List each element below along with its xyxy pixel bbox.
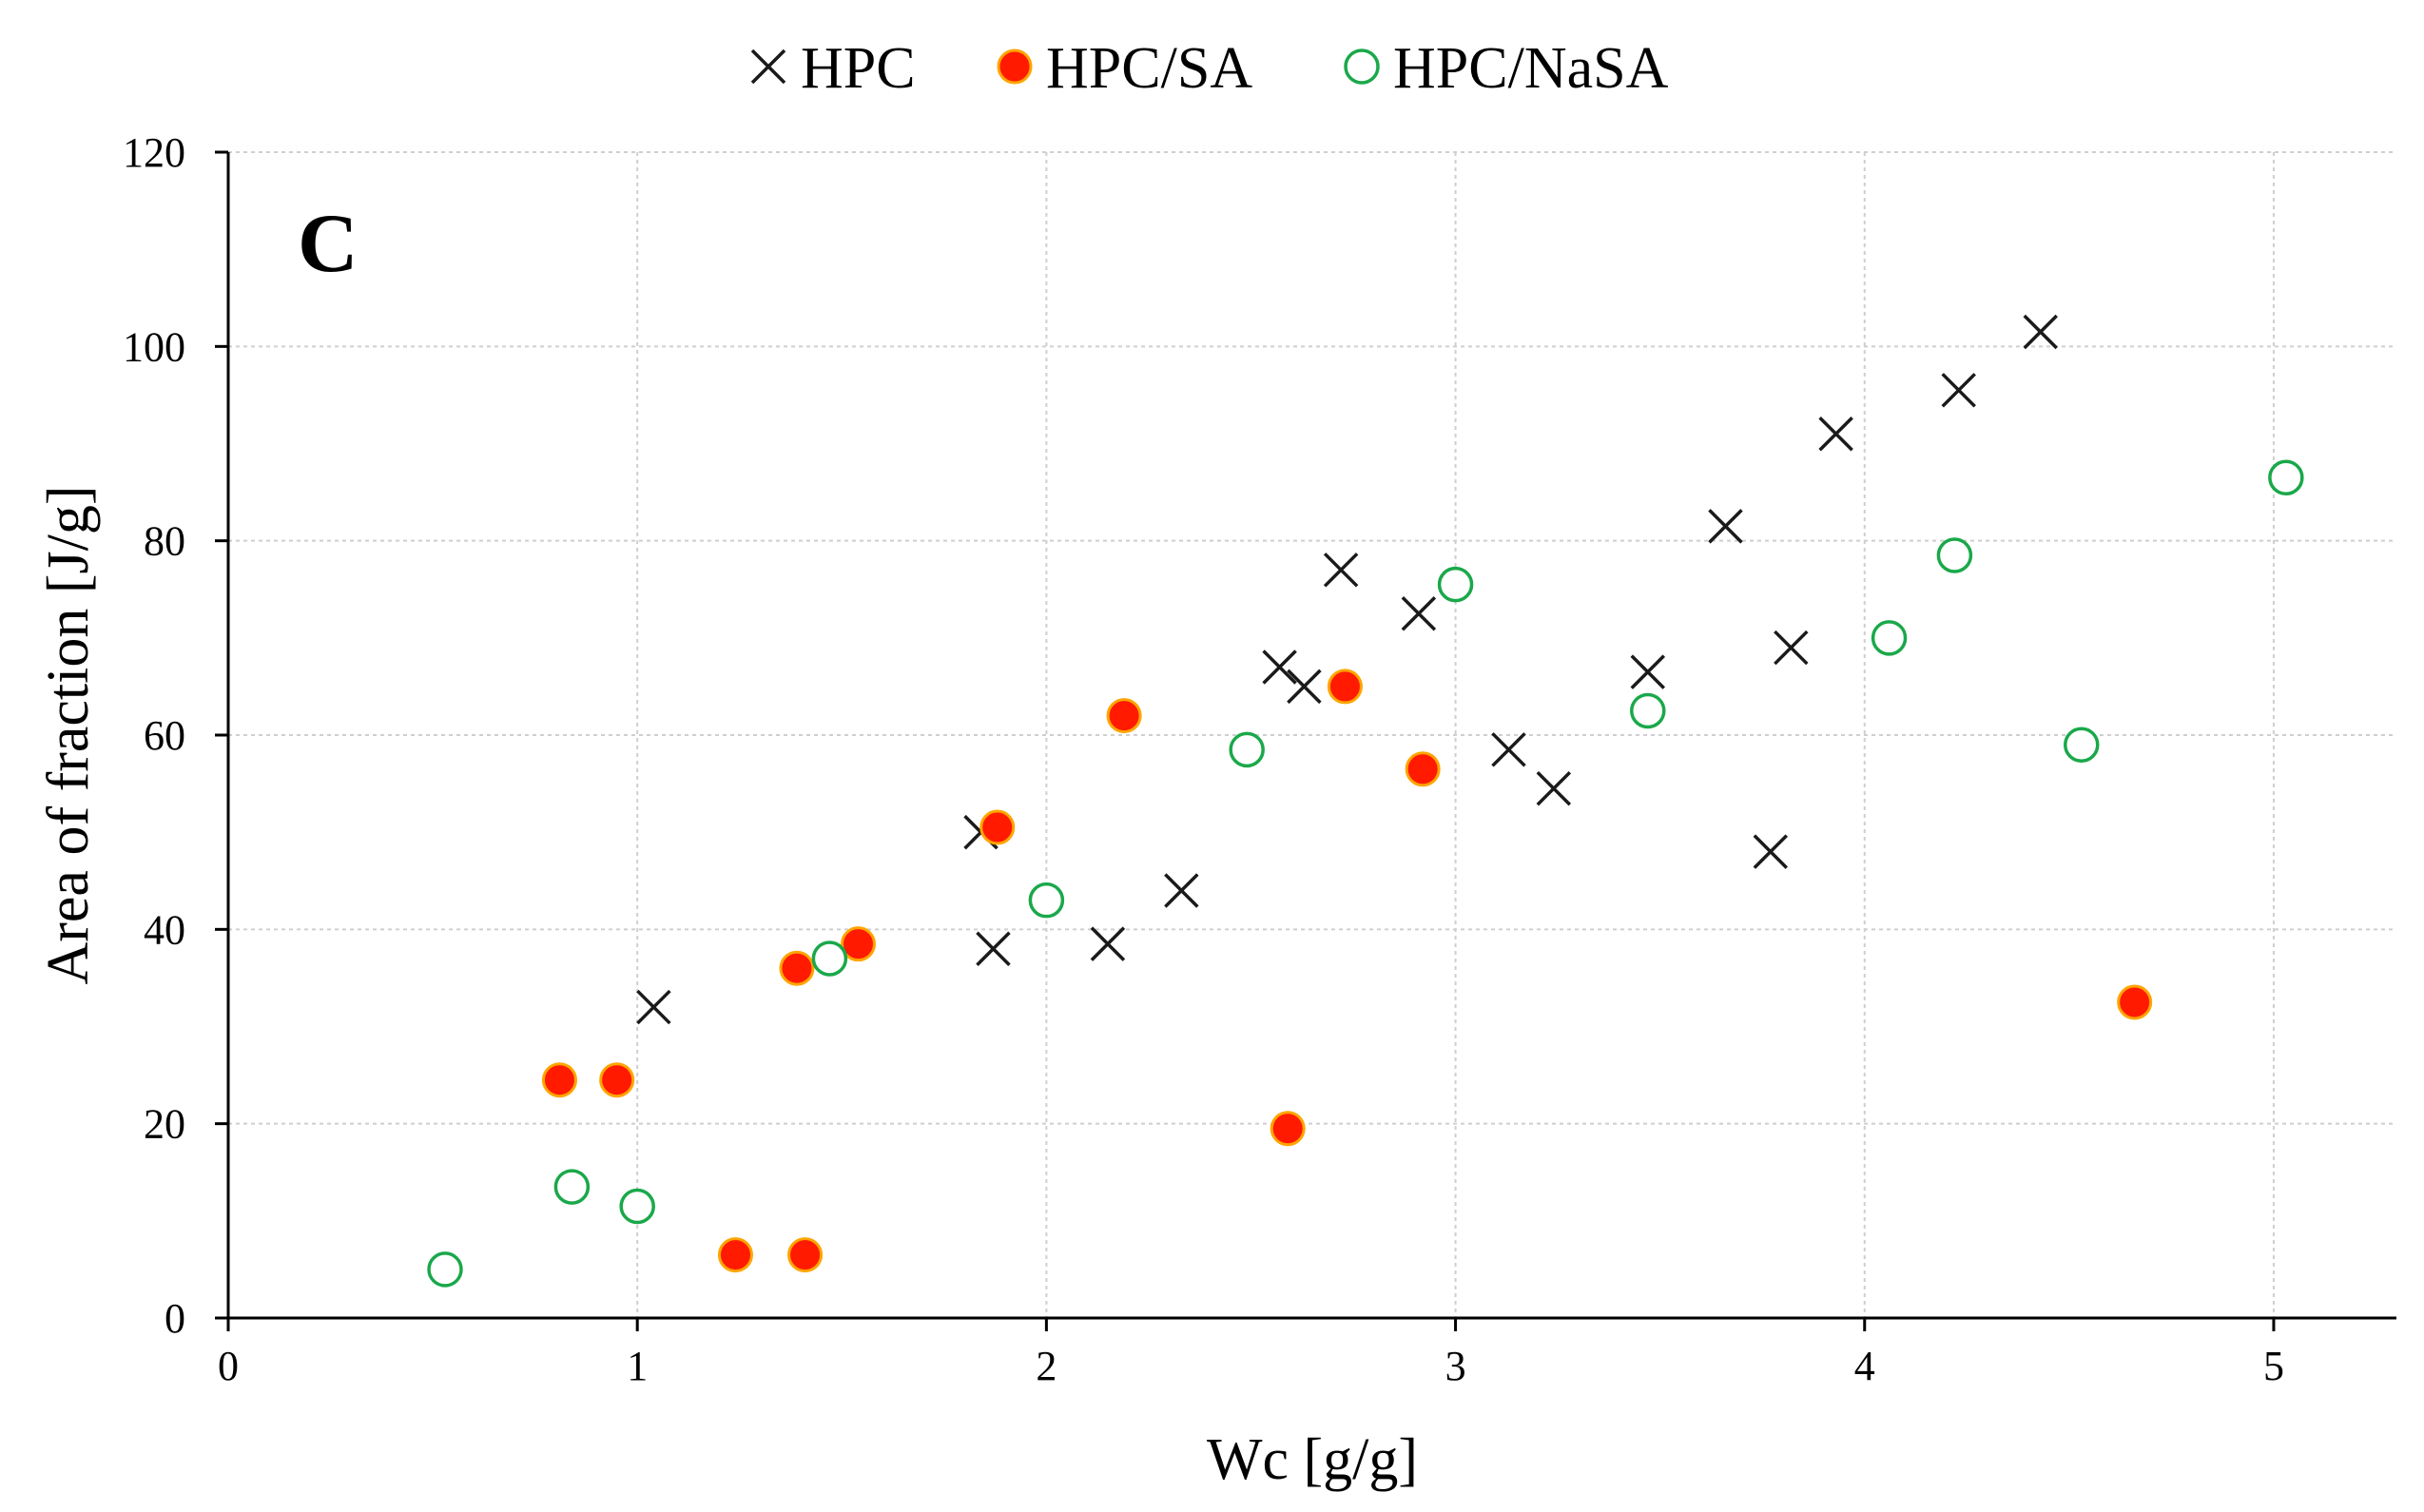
x-tick-label-2: 2 <box>1036 1343 1057 1389</box>
point-hpc-7 <box>1323 552 1359 588</box>
legend-symbol-hpc-nasa <box>1344 48 1380 85</box>
legend-label-hpc-sa: HPC/SA <box>1046 36 1252 101</box>
point-hpc-nasa-7 <box>1630 692 1666 729</box>
legend-symbol-hpc <box>750 48 786 85</box>
y-tick-label-40: 40 <box>144 906 185 953</box>
point-hpc-nasa-0 <box>427 1251 463 1288</box>
point-hpc-nasa-1 <box>553 1169 591 1205</box>
point-hpc-6 <box>1287 669 1322 705</box>
point-hpc-nasa-9 <box>1936 537 1973 573</box>
point-hpc-sa-6 <box>979 809 1016 845</box>
point-hpc-nasa-11 <box>2268 459 2304 496</box>
point-hpc-13 <box>1753 834 1789 869</box>
point-hpc-15 <box>1818 417 1853 452</box>
x-tick-label-5: 5 <box>2263 1343 2284 1389</box>
point-hpc-4 <box>1164 873 1199 908</box>
point-hpc-8 <box>1401 596 1437 631</box>
point-hpc-nasa-5 <box>1229 731 1265 768</box>
point-hpc-nasa-4 <box>1028 882 1065 919</box>
point-hpc-0 <box>636 989 671 1025</box>
legend: HPC HPC/SA HPC/NaSA <box>750 36 1669 101</box>
point-hpc-nasa-3 <box>811 940 848 977</box>
point-hpc-sa-0 <box>541 1062 577 1098</box>
point-hpc-sa-7 <box>1106 698 1142 734</box>
point-hpc-sa-1 <box>599 1062 635 1098</box>
point-hpc-sa-10 <box>1405 751 1441 787</box>
legend-item-hpc: HPC <box>750 36 916 101</box>
x-axis-title: Wc [g/g] <box>1207 1427 1418 1492</box>
point-hpc-9 <box>1491 732 1526 767</box>
legend-label-hpc: HPC <box>801 36 916 101</box>
point-hpc-sa-9 <box>1327 669 1363 705</box>
y-tick-label-100: 100 <box>123 323 185 370</box>
point-hpc-12 <box>1708 509 1743 544</box>
legend-marker-hpc-nasa <box>1344 48 1380 85</box>
point-hpc-16 <box>1941 373 1976 408</box>
point-hpc-sa-11 <box>2117 984 2153 1020</box>
legend-marker-hpc <box>750 48 786 85</box>
point-hpc-3 <box>1090 926 1126 961</box>
legend-label-hpc-nasa: HPC/NaSA <box>1393 36 1669 101</box>
point-hpc-nasa-10 <box>2064 727 2100 763</box>
point-hpc-14 <box>1774 630 1809 666</box>
y-tick-label-60: 60 <box>144 712 185 759</box>
point-hpc-nasa-8 <box>1871 620 1908 656</box>
point-hpc-sa-4 <box>787 1237 824 1273</box>
panel-label: C <box>298 198 359 290</box>
point-hpc-sa-5 <box>840 926 876 962</box>
point-hpc-11 <box>1630 654 1665 689</box>
point-hpc-sa-8 <box>1270 1111 1306 1147</box>
x-tick-label-0: 0 <box>218 1343 239 1389</box>
gridlines <box>228 151 2396 1318</box>
legend-marker-hpc-sa <box>997 48 1033 85</box>
point-hpc-2 <box>976 931 1011 967</box>
x-tick-label-1: 1 <box>627 1343 648 1389</box>
y-tick-label-120: 120 <box>123 129 185 176</box>
legend-item-hpc-sa: HPC/SA <box>997 36 1252 101</box>
point-hpc-sa-2 <box>717 1237 753 1273</box>
y-tick-label-80: 80 <box>144 518 185 565</box>
x-ticks: 0 1 2 3 4 5 <box>218 1318 2284 1389</box>
x-tick-label-4: 4 <box>1854 1343 1875 1389</box>
legend-symbol-hpc-sa <box>997 48 1033 85</box>
point-hpc-17 <box>2023 314 2058 350</box>
data-points <box>427 314 2304 1288</box>
x-tick-label-3: 3 <box>1445 1343 1466 1389</box>
series-hpc-nasa <box>427 459 2304 1288</box>
y-ticks: 0 20 40 60 80 100 120 <box>123 129 228 1342</box>
series-hpc <box>636 314 2058 1025</box>
point-hpc-nasa-2 <box>619 1188 655 1225</box>
y-tick-label-0: 0 <box>165 1295 185 1342</box>
point-hpc-sa-3 <box>779 950 815 986</box>
y-tick-label-20: 20 <box>144 1101 185 1148</box>
point-hpc-5 <box>1262 649 1297 685</box>
point-hpc-nasa-6 <box>1437 566 1474 603</box>
series-hpc-sa <box>541 669 2153 1273</box>
point-hpc-10 <box>1536 770 1572 806</box>
legend-item-hpc-nasa: HPC/NaSA <box>1344 36 1669 101</box>
y-axis-title: Area of fraction [J/g] <box>36 485 101 984</box>
